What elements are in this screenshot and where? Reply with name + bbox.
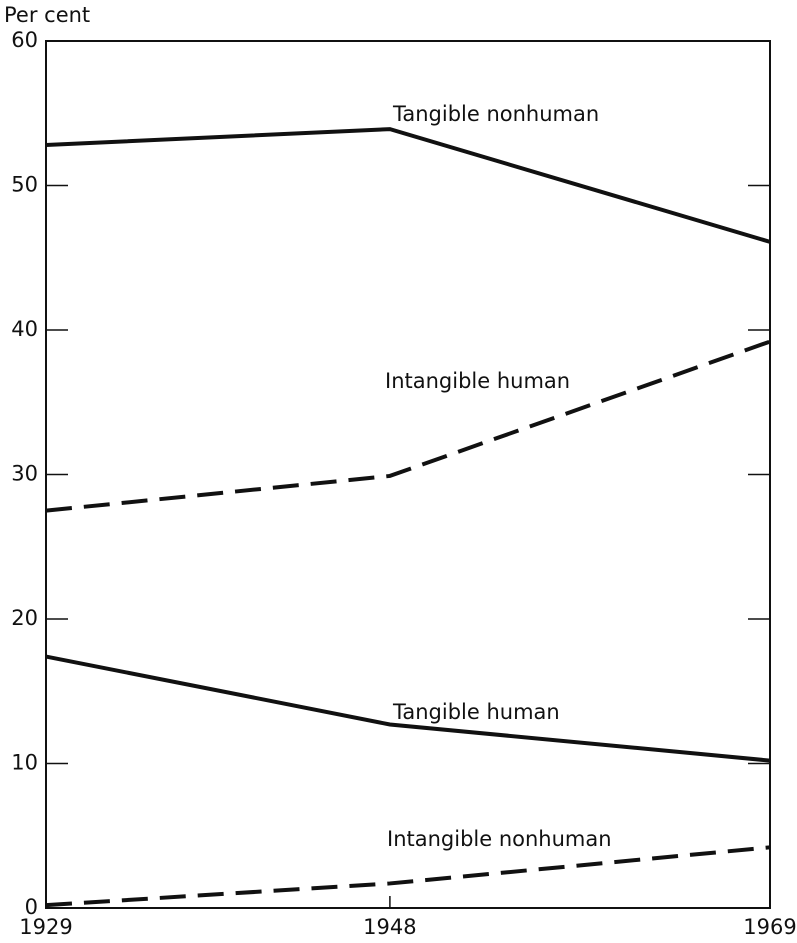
series-label: Tangible nonhuman bbox=[392, 102, 599, 126]
series-line bbox=[45, 654, 771, 763]
series-label: Tangible human bbox=[392, 700, 560, 724]
y-tick-label: 30 bbox=[11, 462, 38, 486]
x-tick-label: 1969 bbox=[743, 915, 796, 939]
y-axis-label: Per cent bbox=[4, 3, 90, 27]
y-tick-label: 20 bbox=[11, 606, 38, 630]
y-tick-label: 0 bbox=[25, 895, 38, 919]
series-label: Intangible nonhuman bbox=[387, 827, 612, 851]
series-line bbox=[45, 339, 771, 513]
series-line bbox=[45, 845, 771, 908]
plot-frame bbox=[45, 40, 771, 909]
x-tick-label: 1948 bbox=[363, 915, 416, 939]
y-tick-label: 10 bbox=[11, 751, 38, 775]
series-line bbox=[45, 127, 771, 244]
series-label: Intangible human bbox=[385, 369, 570, 393]
x-tick-label: 1929 bbox=[19, 915, 72, 939]
y-tick-label: 60 bbox=[11, 28, 38, 52]
y-tick-label: 50 bbox=[11, 173, 38, 197]
y-tick-label: 40 bbox=[11, 317, 38, 341]
